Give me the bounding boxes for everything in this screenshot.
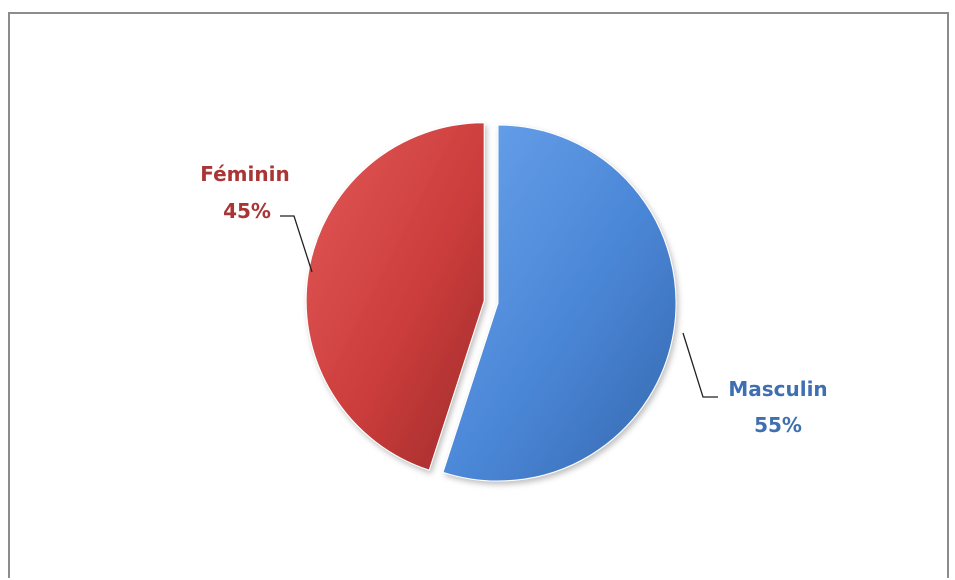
pie-slice-masculin: [442, 124, 677, 482]
label-masculin-name: Masculin: [728, 377, 827, 401]
label-masculin-percent: 55%: [754, 413, 802, 437]
masculin-leader-line: [682, 332, 718, 398]
label-feminin-percent: 45%: [223, 199, 271, 223]
feminin-leader-line: [280, 215, 313, 273]
pie-slice-fminin: [305, 122, 485, 471]
label-feminin-name: Féminin: [200, 162, 289, 186]
